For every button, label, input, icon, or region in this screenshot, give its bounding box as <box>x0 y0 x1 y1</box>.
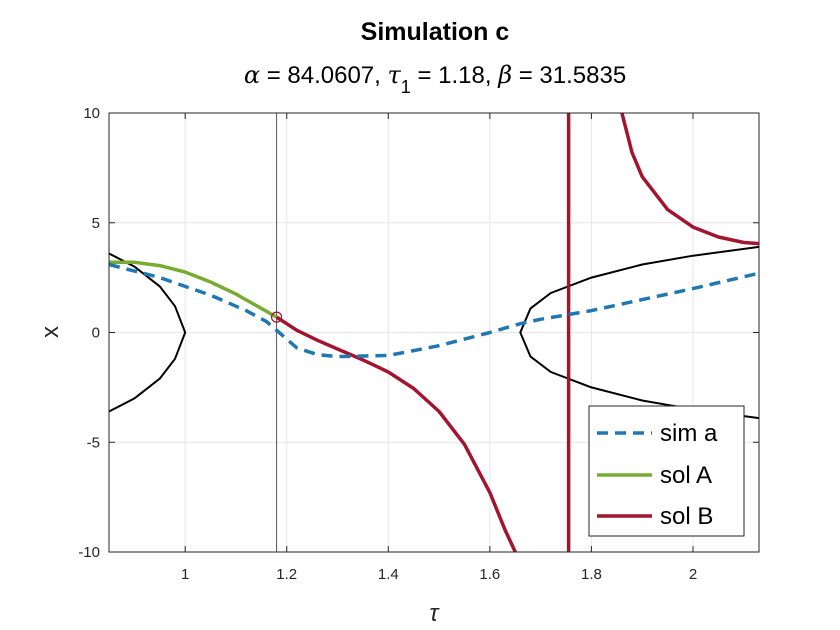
tick-marks <box>109 112 759 553</box>
series-layer <box>109 113 759 552</box>
alpha-value: = 84.0607, <box>260 62 387 89</box>
tau-value: = 1.18, <box>411 62 498 89</box>
x-tick-label: 1.4 <box>378 566 399 583</box>
series-line-sol-b <box>275 315 517 552</box>
alpha-symbol: α <box>244 61 260 89</box>
x-tick-label: 2 <box>689 566 697 583</box>
chart-subtitle: α = 84.0607, τ1 = 1.18, β = 31.5835 <box>244 61 626 97</box>
beta-symbol: β <box>497 61 512 89</box>
tick-labels: 1 1.2 1.4 1.6 1.8 2 -10 -5 0 5 10 <box>78 105 697 583</box>
series-line-sim-a <box>109 262 759 359</box>
chart-title: Simulation c <box>361 18 510 46</box>
legend-label-sol-b: sol B <box>660 503 713 530</box>
x-tick-label: 1.6 <box>479 566 500 583</box>
x-tick-label: 1.8 <box>581 566 602 583</box>
series-line-sol-b <box>620 113 759 246</box>
intersection-marker <box>270 311 283 323</box>
x-tick-label: 1.2 <box>276 566 297 583</box>
series-line-boundary-curve <box>519 245 759 420</box>
tau-symbol: τ <box>387 61 401 89</box>
y-axis-label: x <box>37 326 64 338</box>
tau-subscript: 1 <box>401 77 411 97</box>
x-axis-label: τ <box>430 600 441 627</box>
y-tick-label: 10 <box>83 105 100 122</box>
series-line-boundary-curve <box>109 252 187 413</box>
legend: sim a sol A sol B <box>588 405 745 537</box>
y-tick-label: 0 <box>92 325 100 342</box>
y-tick-label: -10 <box>78 544 100 561</box>
legend-label-sim-a: sim a <box>660 420 718 447</box>
series-line-sol-a <box>109 260 278 319</box>
y-tick-label: 5 <box>92 215 100 232</box>
x-tick-label: 1 <box>181 566 189 583</box>
beta-value: = 31.5835 <box>512 62 626 89</box>
y-tick-label: -5 <box>87 434 100 451</box>
legend-label-sol-a: sol A <box>660 462 712 489</box>
